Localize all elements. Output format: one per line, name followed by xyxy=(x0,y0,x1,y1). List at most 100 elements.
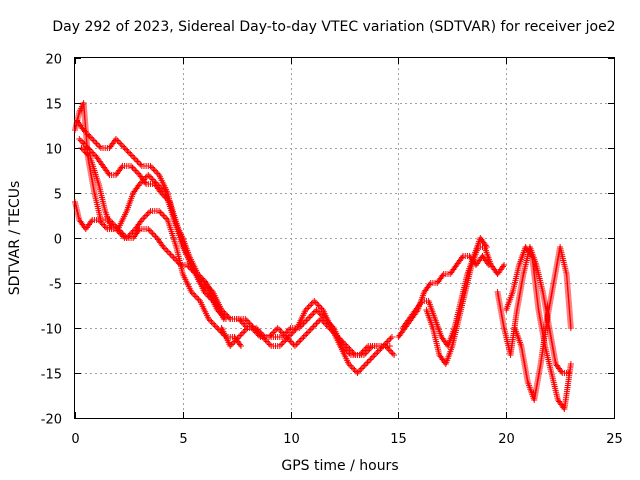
data-point xyxy=(293,341,300,348)
data-point xyxy=(220,316,227,322)
data-point xyxy=(350,350,357,357)
data-point xyxy=(150,166,157,172)
data-point xyxy=(309,311,316,318)
data-point xyxy=(291,343,298,349)
data-point xyxy=(131,155,138,162)
data-point xyxy=(118,142,125,148)
data-point xyxy=(93,140,100,147)
data-point xyxy=(130,166,137,172)
data-point xyxy=(351,367,358,373)
data-point xyxy=(360,364,367,370)
series-track-12 xyxy=(494,244,572,376)
data-point xyxy=(307,326,314,333)
data-point xyxy=(268,331,275,337)
data-point xyxy=(345,344,352,351)
data-point xyxy=(308,301,315,307)
data-point xyxy=(387,335,394,342)
data-point xyxy=(385,346,392,352)
data-point xyxy=(238,319,245,325)
data-point xyxy=(169,253,176,259)
data-point xyxy=(238,331,245,337)
data-point xyxy=(144,211,151,217)
data-point xyxy=(146,209,153,216)
data-point xyxy=(164,248,171,255)
data-point xyxy=(90,137,97,144)
data-point xyxy=(238,343,245,349)
y-tick-label: 20 xyxy=(45,53,62,68)
data-point xyxy=(148,164,155,171)
y-tick-label: -5 xyxy=(49,278,62,293)
data-point xyxy=(129,164,136,171)
data-point xyxy=(133,169,140,175)
data-point xyxy=(314,301,321,307)
y-tick-label: -10 xyxy=(41,323,62,338)
data-point xyxy=(363,349,370,355)
data-point xyxy=(299,335,306,342)
data-point xyxy=(141,214,148,220)
data-point xyxy=(366,346,373,352)
data-point xyxy=(378,344,385,351)
y-tick-label: 0 xyxy=(54,233,62,248)
data-point xyxy=(346,346,353,352)
data-point xyxy=(317,316,324,322)
data-point xyxy=(127,151,134,157)
y-tick-label: -20 xyxy=(41,413,62,428)
data-point xyxy=(209,320,216,327)
data-point xyxy=(371,352,378,358)
y-tick-label: -15 xyxy=(41,368,62,383)
data-point xyxy=(277,328,284,334)
data-point xyxy=(135,160,142,166)
data-point xyxy=(194,295,201,301)
series-track-4 xyxy=(76,136,251,331)
data-point xyxy=(303,331,310,337)
series-track-2 xyxy=(72,199,234,322)
data-point xyxy=(123,146,130,153)
data-point xyxy=(153,169,160,175)
data-point xyxy=(133,157,140,163)
data-point xyxy=(301,319,308,325)
data-point xyxy=(134,158,141,165)
series-track-9 xyxy=(395,253,492,340)
data-point xyxy=(348,364,355,370)
x-tick-label: 25 xyxy=(606,432,623,447)
series-track-13 xyxy=(503,244,574,412)
data-point xyxy=(225,314,232,321)
data-point xyxy=(383,340,390,346)
data-point xyxy=(149,230,156,237)
data-point xyxy=(128,152,135,159)
data-point xyxy=(362,350,369,357)
data-point xyxy=(312,322,319,328)
data-point xyxy=(243,326,250,333)
data-point xyxy=(160,212,167,219)
data-point xyxy=(167,251,174,258)
data-point xyxy=(391,352,398,358)
data-point xyxy=(388,349,395,355)
data-point xyxy=(146,227,153,234)
data-point xyxy=(313,320,320,327)
y-tick-label: 5 xyxy=(54,188,62,203)
data-point xyxy=(349,349,356,355)
data-point xyxy=(367,356,374,363)
data-point xyxy=(152,179,159,186)
data-point xyxy=(374,349,381,355)
series-track-11 xyxy=(423,244,508,367)
data-point xyxy=(314,319,321,325)
data-point xyxy=(276,326,283,333)
data-point xyxy=(132,167,139,174)
data-point xyxy=(130,154,137,160)
data-point xyxy=(307,313,314,319)
data-point xyxy=(297,337,304,343)
data-points xyxy=(72,100,574,412)
x-tick-label: 20 xyxy=(498,432,515,447)
data-point xyxy=(89,136,96,142)
series-track-14 xyxy=(511,244,574,403)
data-point xyxy=(368,344,375,351)
data-point xyxy=(148,229,155,235)
data-point xyxy=(305,304,312,310)
data-point xyxy=(79,139,86,145)
data-point xyxy=(117,140,124,147)
series-track-5 xyxy=(78,145,227,322)
data-point xyxy=(364,359,371,366)
data-point xyxy=(191,292,198,298)
x-tick-label: 15 xyxy=(390,432,407,447)
